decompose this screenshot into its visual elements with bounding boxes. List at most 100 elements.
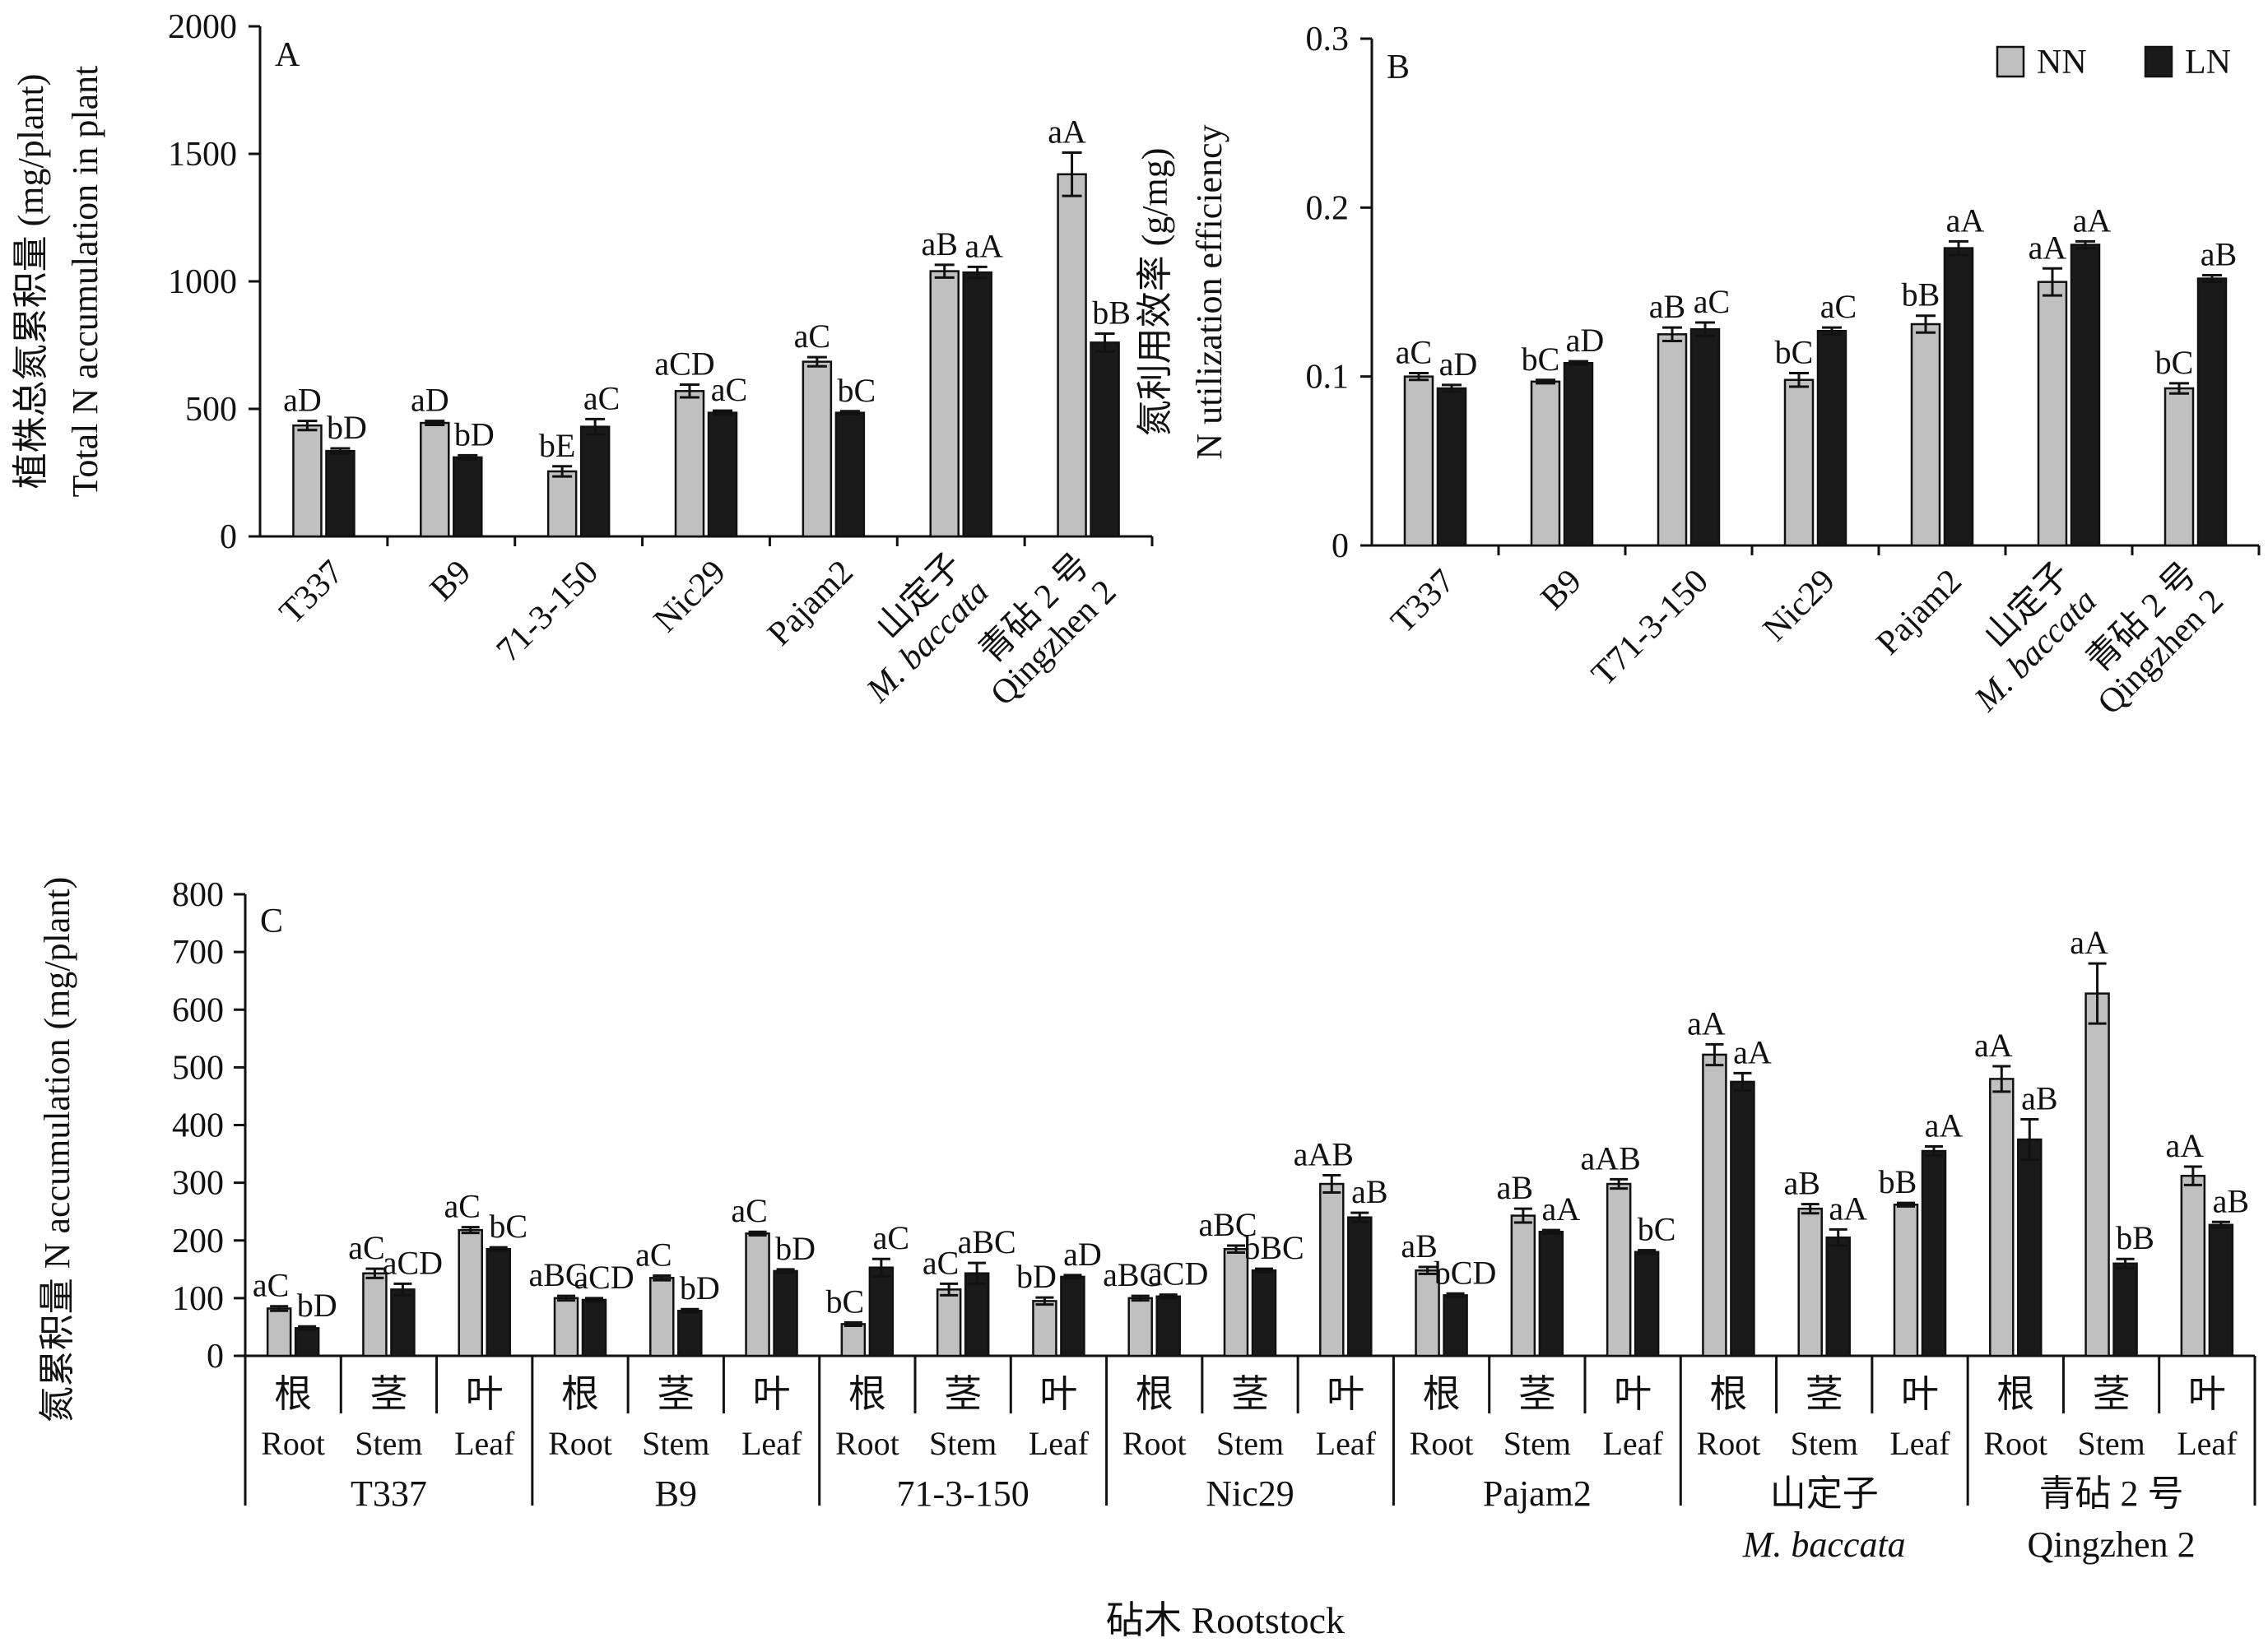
panel-a-y-label-en: Total N accumulation in plant <box>65 66 105 498</box>
panel-c-organ-en: Stem <box>642 1425 709 1462</box>
panel-c-bar-NN <box>1223 1248 1249 1357</box>
panel-a-bar-LN <box>962 271 992 538</box>
panel-a-y-tick-label: 1500 <box>168 136 237 174</box>
panel-c-rootstock-label: Pajam2 <box>1483 1473 1592 1514</box>
panel-a-bar-LN <box>453 456 483 538</box>
panel-b-category-label: T71-3-150 <box>1584 562 1716 694</box>
panel-a-y-label-cn: 植株总氮累积量 (mg/plant) <box>11 74 51 490</box>
panel-c-bar-LN <box>581 1298 607 1357</box>
panel-b-bar-LN <box>1436 387 1467 547</box>
panel-a-category-line: B9 <box>423 553 478 608</box>
panel-b-bar-NN <box>1403 375 1434 547</box>
panel-c-letter-LN: bCD <box>1434 1254 1497 1291</box>
panel-c-bar-NN <box>2084 992 2110 1357</box>
panel-b-y-tick-label: 0.1 <box>1306 359 1350 397</box>
panel-b-bar-NN <box>1783 378 1815 547</box>
panel-c-letter-LN: bBC <box>1243 1229 1304 1266</box>
panel-b-bar-LN <box>1689 327 1721 547</box>
panel-c-letter-LN: bD <box>297 1287 337 1324</box>
panel-c-organ-en: Leaf <box>2177 1425 2238 1462</box>
panel-c-bar-NN <box>936 1288 962 1357</box>
panel-b-category-label: B9 <box>1534 562 1589 617</box>
panel-a-y-tick-label: 2000 <box>168 8 237 46</box>
panel-c-organ-en: Leaf <box>1889 1425 1950 1462</box>
panel-c-letter-LN: aA <box>1829 1190 1867 1227</box>
panel-b-letter-NN: aC <box>1396 334 1432 371</box>
panel-c-rootstock-label: Qingzhen 2 <box>2028 1524 2196 1565</box>
panel-c-organ-en: Stem <box>1503 1425 1571 1462</box>
panel-b-bar-NN <box>1530 380 1561 547</box>
panel-c-organ-cn: 茎 <box>369 1373 407 1415</box>
panel-b-y-tick-label: 0 <box>1332 527 1349 565</box>
panel-c-letter-NN: bC <box>826 1283 865 1320</box>
panel-a-bar-LN <box>325 449 356 538</box>
panel-c-rootstock-label: Nic29 <box>1206 1473 1294 1514</box>
legend-swatch-NN <box>1996 45 2025 78</box>
panel-c-bar-LN <box>773 1269 798 1357</box>
panel-c-letter-NN: aB <box>1401 1227 1437 1265</box>
panel-a-bar-LN <box>707 411 738 538</box>
panel-c-bar-NN <box>1797 1207 1823 1357</box>
panel-a-letter-NN: aC <box>794 318 830 355</box>
panel-b-letter-NN: aB <box>1649 288 1685 325</box>
panel-c-organ-cn: 茎 <box>657 1373 695 1415</box>
panel-c-bar-NN <box>2180 1174 2206 1357</box>
panel-c-organ-en: Leaf <box>741 1425 802 1462</box>
panel-a-letter-NN: aD <box>283 382 322 419</box>
panel-b-bar-LN <box>2196 277 2228 547</box>
panel-c-bar-LN <box>2208 1223 2234 1357</box>
panel-a-bar-NN <box>420 421 450 538</box>
panel-c-bar-LN <box>2017 1138 2043 1357</box>
panel-b-bar-NN <box>2163 387 2195 547</box>
panel-c-letter-NN: aBC <box>528 1256 587 1293</box>
panel-c-y-tick-label: 700 <box>172 934 224 972</box>
panel-c-organ-cn: 茎 <box>2093 1373 2131 1415</box>
panel-c-bar-LN <box>1825 1236 1851 1357</box>
panel-a-bar-NN <box>674 390 705 538</box>
panel-c-organ-en: Root <box>835 1425 899 1462</box>
panel-b-bar-LN <box>1943 247 1974 547</box>
panel-c-bar-NN <box>1319 1182 1345 1357</box>
panel-c-rootstock-label: 71-3-150 <box>896 1473 1029 1514</box>
panel-c-organ-cn: 叶 <box>1901 1373 1939 1415</box>
panel-a-category-line: Pajam2 <box>760 553 861 653</box>
panel-c-y-tick-label: 200 <box>172 1223 224 1260</box>
panel-c-organ-en: Stem <box>929 1425 997 1462</box>
panel-b-letter-NN: bB <box>1902 276 1940 313</box>
panel-b-y-label-en: N utilization efficiency <box>1189 124 1229 459</box>
panel-b-letter-NN: bC <box>1775 334 1814 371</box>
panel-a-y-tick-label: 1000 <box>168 263 237 301</box>
panel-c-letter-LN: aA <box>1925 1107 1964 1144</box>
panel-a-letter-LN: aC <box>711 371 747 408</box>
panel-c-organ-en: Leaf <box>454 1425 515 1462</box>
panel-c-letter-LN: aB <box>2213 1182 2249 1219</box>
panel-c-bar-NN <box>745 1232 770 1357</box>
legend-label-NN: NN <box>2037 44 2087 81</box>
panel-c-letter-LN: bC <box>489 1208 527 1245</box>
panel-c-organ-cn: 叶 <box>1614 1373 1652 1415</box>
panel-c-letter-NN: aC <box>253 1267 289 1304</box>
panel-c-organ-cn: 叶 <box>466 1373 504 1415</box>
panel-a-bar-LN <box>579 425 611 538</box>
panel-b-category-line: T337 <box>1384 562 1462 640</box>
panel-c-y-tick-label: 500 <box>172 1049 224 1087</box>
panel-a-category-label: Pajam2 <box>760 553 861 653</box>
panel-c-bar-NN <box>362 1272 388 1357</box>
panel-c-bar-LN <box>1443 1294 1468 1357</box>
panel-a-letter-LN: bC <box>838 372 876 409</box>
panel-a-letter-NN: aD <box>411 382 449 419</box>
panel-c-letter-LN: bD <box>775 1230 816 1267</box>
panel-c-organ-cn: 根 <box>274 1373 312 1415</box>
panel-c-organ-cn: 茎 <box>944 1373 982 1415</box>
panel-b-letter-LN: aA <box>2073 202 2112 239</box>
panel-b-letter-NN: bC <box>1522 341 1560 378</box>
panel-c-bar-LN <box>1921 1149 1947 1357</box>
panel-a-y-tick-label: 0 <box>220 518 237 556</box>
panel-a-category-line: Nic29 <box>647 553 733 639</box>
panel-c-bar-NN <box>840 1323 867 1357</box>
panel-c-letter-NN: aA <box>2070 924 2108 961</box>
panel-c-rootstock-label: 山定子 <box>1770 1473 1879 1514</box>
panel-b-panel-letter: B <box>1387 49 1410 86</box>
panel-c-letter-LN: aCD <box>1148 1255 1208 1292</box>
